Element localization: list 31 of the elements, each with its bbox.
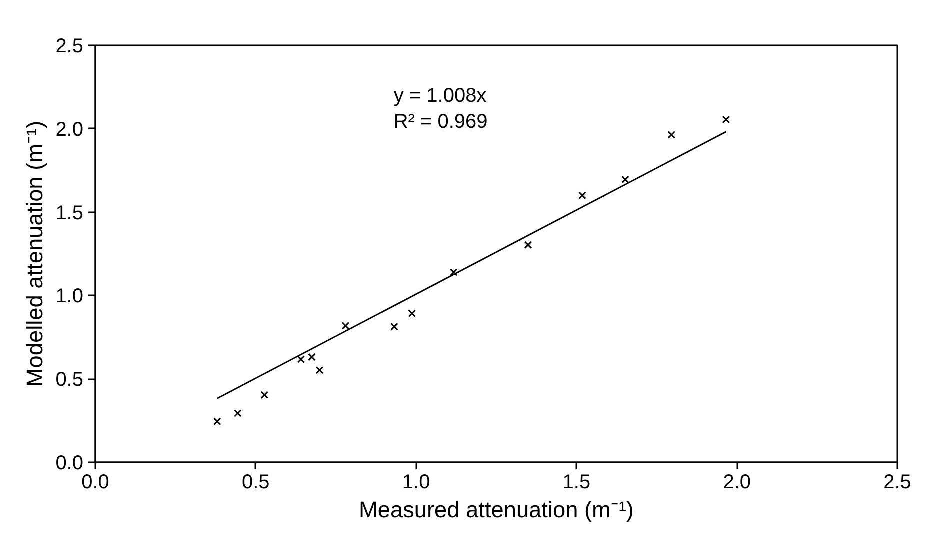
point bbox=[668, 130, 676, 139]
point bbox=[524, 241, 532, 250]
x-tick-label: 2.5 bbox=[884, 472, 912, 494]
y-tick-label: 1.5 bbox=[56, 202, 84, 224]
y-axis-title: Modelled attenuation (m⁻¹) bbox=[22, 120, 48, 388]
point bbox=[316, 366, 324, 374]
x-tick-label: 2.0 bbox=[723, 472, 752, 494]
point bbox=[408, 310, 416, 318]
point bbox=[234, 410, 242, 418]
y-tick-label: 2.5 bbox=[56, 36, 84, 58]
x-tick-label: 1.0 bbox=[402, 472, 430, 494]
y-tick-label: 1.0 bbox=[56, 286, 84, 308]
x-axis-title: Measured attenuation (m⁻¹) bbox=[359, 496, 634, 522]
y-tick-label: 0.5 bbox=[56, 369, 84, 392]
annotation: y = 1.008x bbox=[394, 85, 487, 108]
point bbox=[260, 391, 268, 400]
point bbox=[390, 322, 398, 331]
point bbox=[722, 116, 730, 124]
point bbox=[622, 176, 630, 184]
point bbox=[342, 322, 350, 330]
x-tick-label: 0.5 bbox=[242, 472, 270, 494]
annotation: R² = 0.969 bbox=[394, 111, 488, 134]
point bbox=[297, 355, 306, 364]
point bbox=[450, 268, 458, 276]
y-tick-label: 2.0 bbox=[56, 118, 84, 141]
x-tick-label: 0.0 bbox=[82, 472, 110, 494]
y-tick-label: 0.0 bbox=[56, 452, 84, 474]
x-tick-label: 1.5 bbox=[562, 472, 591, 494]
point bbox=[213, 418, 222, 426]
point bbox=[308, 353, 316, 362]
point bbox=[578, 192, 586, 200]
